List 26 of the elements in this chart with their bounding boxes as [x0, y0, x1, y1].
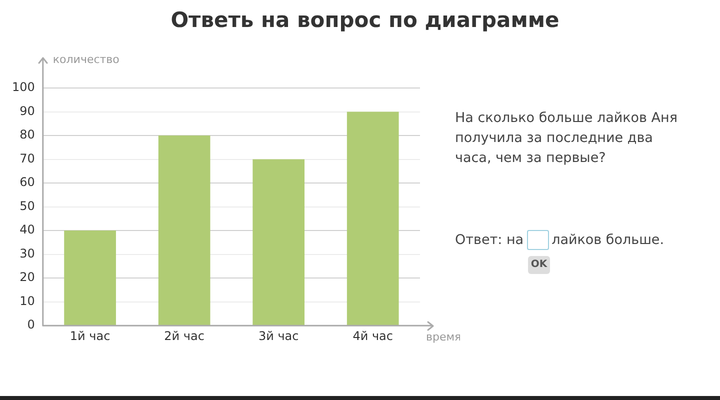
- y-tick-label: 40: [20, 222, 35, 237]
- y-tick-label: 50: [20, 198, 35, 213]
- x-tick-label: 2й час: [164, 328, 204, 343]
- x-tick-label: 1й час: [70, 328, 110, 343]
- text: OK: [528, 256, 550, 274]
- text: На сколько больше лайков Аня получила за последние два часа, чем за первые?: [455, 109, 678, 168]
- y-tick-label: 60: [20, 175, 35, 190]
- bar: [252, 159, 305, 326]
- chart-title: Ответь на вопрос по диаграмме: [170, 8, 560, 32]
- x-axis-title: время: [426, 330, 462, 344]
- y-tick-label: 30: [20, 246, 35, 260]
- y-tick-label: 0: [27, 318, 35, 332]
- text: лайков больше.: [552, 232, 664, 248]
- y-tick-label: 70: [20, 151, 35, 166]
- x-tick-label: 3й час: [258, 328, 299, 343]
- y-tick-label: 90: [20, 104, 35, 118]
- y-axis-title: количество: [52, 52, 120, 66]
- text: Ответ: на: [455, 232, 524, 248]
- y-tick-label: 100: [12, 80, 35, 94]
- bar: [346, 112, 399, 326]
- y-tick-label: 20: [20, 270, 35, 284]
- y-tick-label: 10: [20, 294, 35, 308]
- bar: [64, 230, 116, 326]
- y-tick-label: 80: [20, 128, 35, 142]
- bar: [158, 136, 210, 326]
- x-tick-label: 4й час: [352, 328, 394, 343]
